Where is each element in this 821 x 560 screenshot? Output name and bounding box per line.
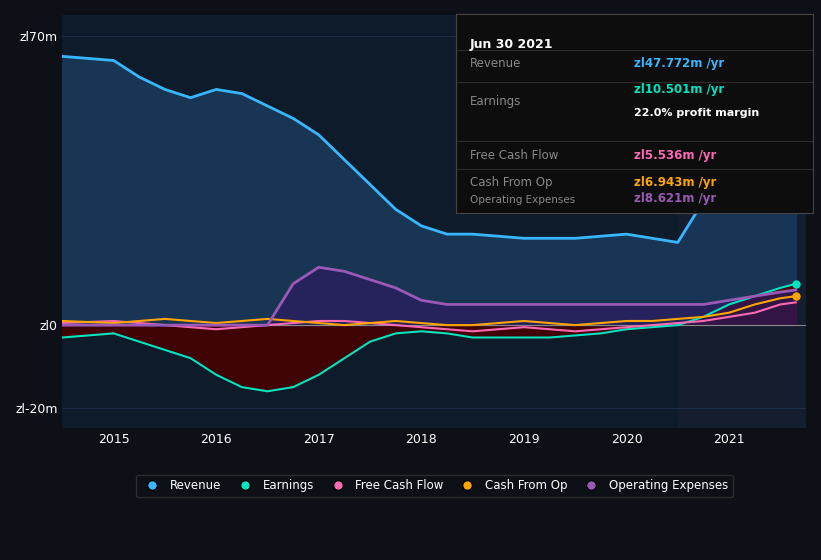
Bar: [678, 15, 806, 428]
Text: zl47.772m /yr: zl47.772m /yr: [635, 57, 724, 70]
Text: zl10.501m /yr: zl10.501m /yr: [635, 83, 724, 96]
Text: zl5.536m /yr: zl5.536m /yr: [635, 148, 717, 162]
Text: Revenue: Revenue: [470, 57, 521, 70]
Text: zl8.621m /yr: zl8.621m /yr: [635, 192, 717, 205]
Text: Earnings: Earnings: [470, 95, 521, 108]
Text: zl6.943m /yr: zl6.943m /yr: [635, 176, 717, 189]
Text: Jun 30 2021: Jun 30 2021: [470, 38, 553, 51]
Text: 22.0% profit margin: 22.0% profit margin: [635, 109, 759, 118]
Text: Operating Expenses: Operating Expenses: [470, 195, 576, 205]
Text: Cash From Op: Cash From Op: [470, 176, 553, 189]
Text: Free Cash Flow: Free Cash Flow: [470, 148, 558, 162]
Legend: Revenue, Earnings, Free Cash Flow, Cash From Op, Operating Expenses: Revenue, Earnings, Free Cash Flow, Cash …: [135, 474, 732, 497]
